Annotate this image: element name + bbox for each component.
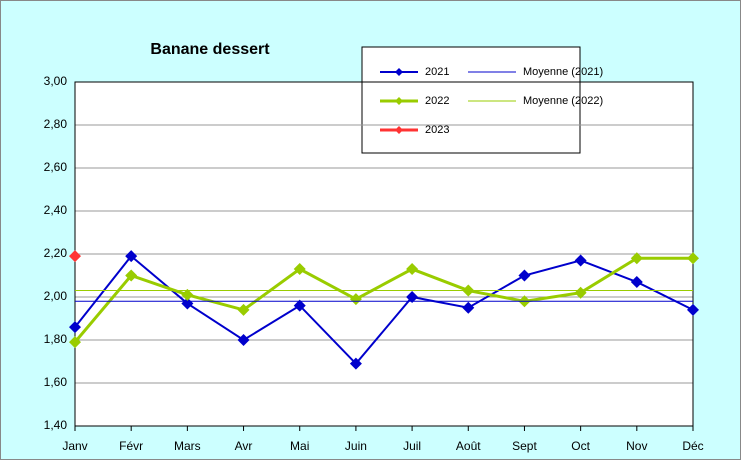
point — [630, 252, 643, 265]
y-tick-label: 1,60 — [44, 375, 68, 389]
x-tick-label: Juil — [403, 439, 421, 453]
legend-marker — [395, 126, 403, 134]
point — [630, 275, 643, 288]
chart-title: Banane dessert — [150, 41, 270, 58]
y-tick-label: 2,80 — [44, 117, 68, 131]
x-tick-label: Déc — [682, 439, 703, 453]
x-tick-label: Août — [456, 439, 481, 453]
point — [181, 297, 194, 310]
x-tick-label: Nov — [626, 439, 647, 453]
point — [69, 336, 81, 349]
y-tick-label: 1,80 — [44, 332, 68, 346]
x-tick-label: Avr — [235, 439, 253, 453]
y-tick-label: 1,40 — [44, 418, 68, 432]
x-tick-label: Févr — [119, 439, 143, 453]
point — [574, 254, 587, 267]
point — [69, 321, 81, 334]
point — [687, 303, 699, 316]
series-line — [73, 256, 693, 344]
point — [69, 250, 81, 263]
point — [406, 263, 419, 276]
y-tick-label: 2,40 — [44, 203, 68, 217]
y-tick-label: 2,00 — [44, 289, 68, 303]
point — [518, 269, 531, 282]
x-tick-label: Mars — [174, 439, 201, 453]
point — [462, 301, 475, 314]
point — [406, 291, 419, 303]
x-tick-label: Sept — [512, 439, 537, 453]
legend-label: Moyenne (2021) — [523, 66, 603, 78]
point — [125, 250, 138, 263]
y-tick-label: 2,20 — [44, 246, 68, 260]
x-tick-label: Janv — [62, 439, 87, 453]
point — [237, 303, 250, 316]
point — [293, 263, 306, 276]
legend-marker — [395, 97, 403, 105]
series-line — [74, 254, 694, 366]
point — [293, 299, 306, 312]
legend-label: 2021 — [425, 66, 449, 78]
y-tick-label: 3,00 — [44, 74, 68, 88]
point — [237, 334, 250, 346]
point — [349, 357, 362, 370]
legend-label: Moyenne (2022) — [523, 95, 603, 107]
x-tick-label: Juin — [345, 439, 367, 453]
point — [125, 269, 138, 282]
point — [687, 252, 699, 265]
x-tick-label: Mai — [290, 439, 309, 453]
x-tick-label: Oct — [571, 439, 590, 453]
legend-label: 2022 — [425, 95, 449, 107]
point — [349, 293, 362, 306]
legend-label: 2023 — [425, 124, 449, 136]
point — [181, 288, 194, 301]
point — [574, 286, 587, 299]
y-tick-label: 2,60 — [44, 160, 68, 174]
legend-marker — [395, 68, 403, 76]
